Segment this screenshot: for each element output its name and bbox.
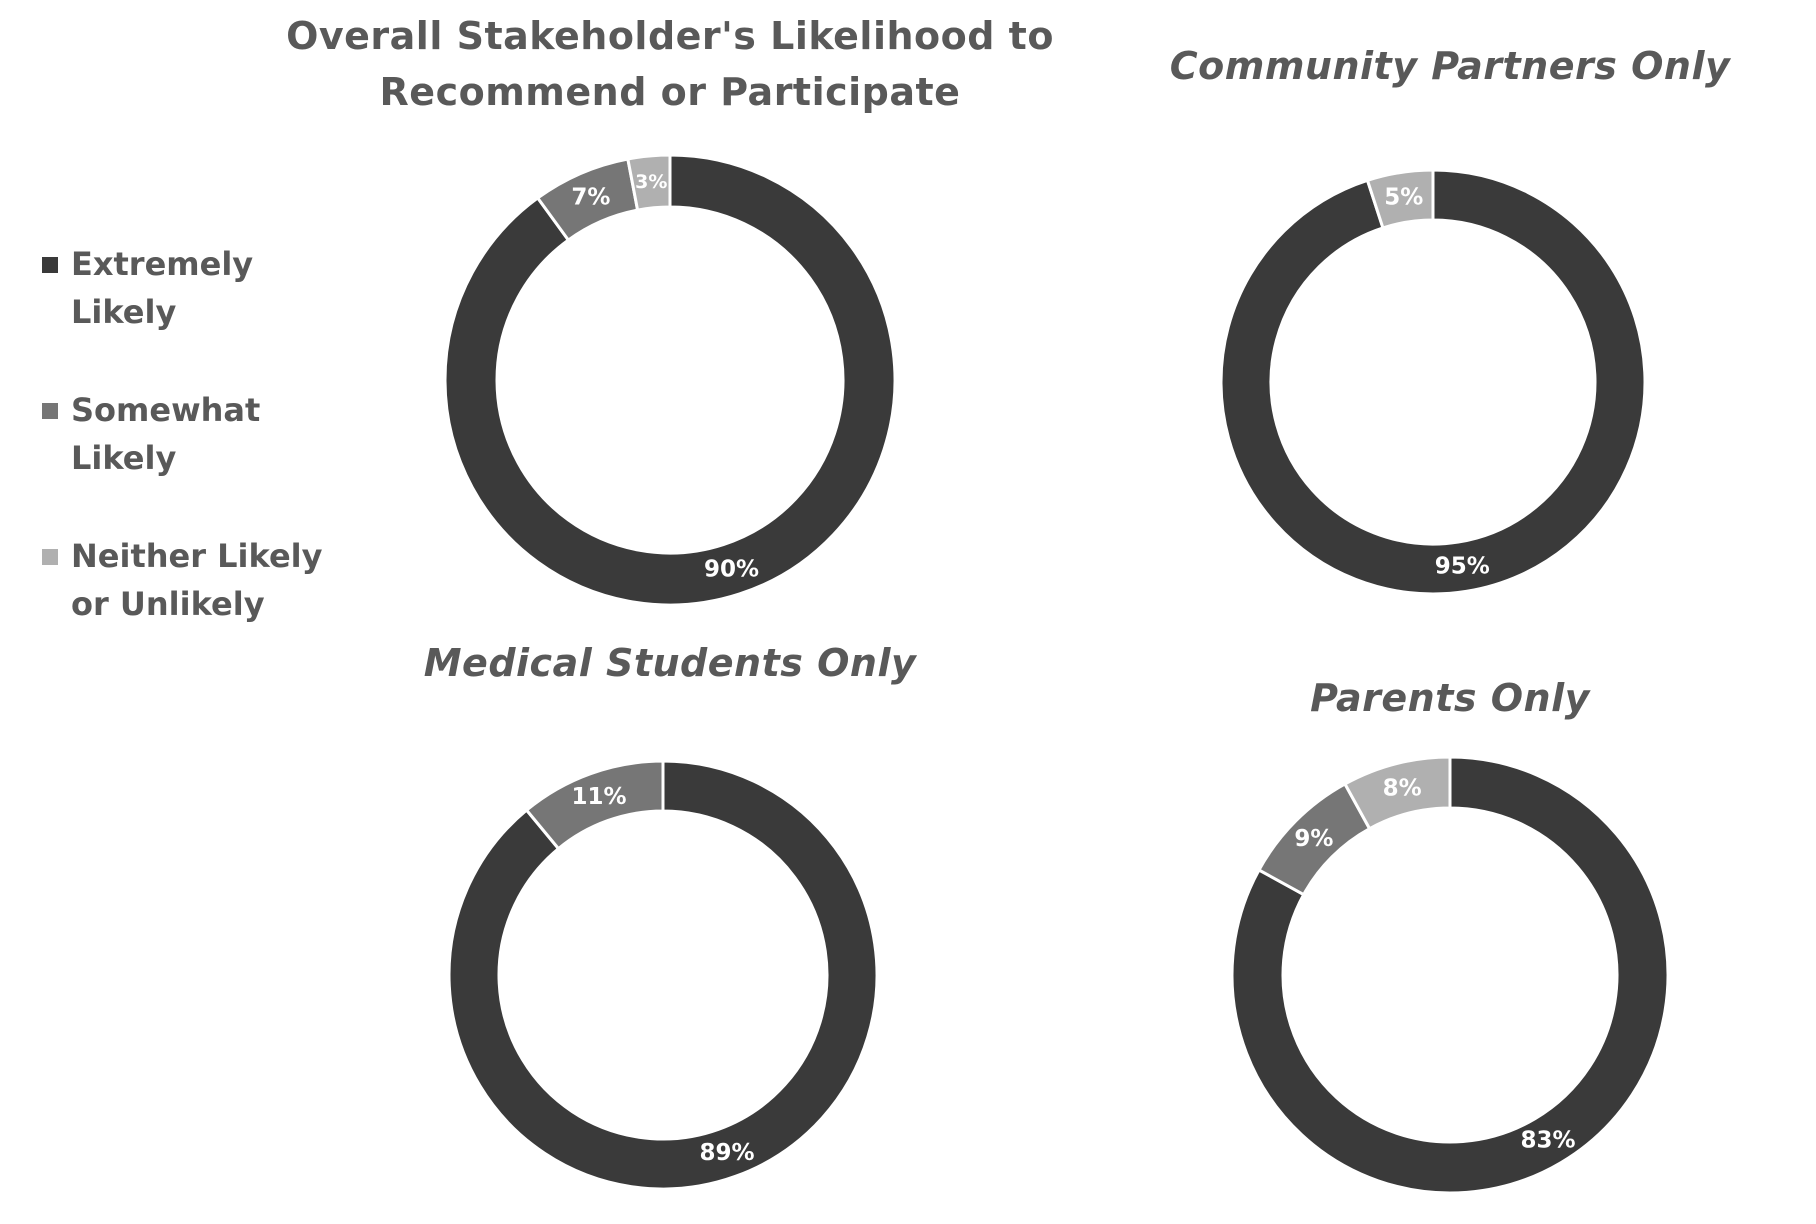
donut-slice-neither-likely-or-unlikely <box>1342 755 1452 831</box>
chart-title-community-partners: Community Partners Only <box>1169 44 1731 88</box>
data-label: 3% <box>635 171 667 193</box>
legend-swatch-neither <box>42 549 58 565</box>
donut-chart-parents: 83% 9% 8% <box>1230 755 1670 1195</box>
data-label: 89% <box>699 1140 754 1166</box>
chart-title-parents: Parents Only <box>1310 676 1590 720</box>
chart-title-medical-students: Medical Students Only <box>423 641 917 685</box>
donut-slice-extremely-likely <box>1230 755 1670 1195</box>
data-label: 8% <box>1383 776 1422 802</box>
legend-label-neither: Neither Likely or Unlikely <box>71 537 323 623</box>
data-label: 7% <box>571 184 610 210</box>
data-label: 95% <box>1435 554 1490 580</box>
legend-label-extremely-likely: Extremely Likely <box>71 245 254 331</box>
donut-slice-extremely-likely <box>443 153 897 607</box>
donut-chart-community-partners: 95% 5% <box>1219 168 1647 596</box>
data-label: 5% <box>1384 184 1423 210</box>
donut-slice-neither-likely-or-unlikely <box>626 153 672 212</box>
donut-slice-extremely-likely <box>447 759 879 1191</box>
legend-swatch-somewhat-likely <box>42 403 58 419</box>
donut-slice-somewhat-likely <box>524 759 665 851</box>
data-label: 9% <box>1294 826 1333 852</box>
data-label: 83% <box>1520 1128 1575 1154</box>
legend-label-somewhat-likely: Somewhat Likely <box>71 391 261 477</box>
donut-slice-extremely-likely <box>1219 168 1647 596</box>
donut-chart-medical-students: 89% 11% <box>447 759 879 1191</box>
data-label: 90% <box>704 556 759 582</box>
data-label: 11% <box>571 784 626 810</box>
chart-title-overall: Overall Stakeholder's Likelihood to Reco… <box>286 14 1054 114</box>
legend-swatch-extremely-likely <box>42 257 58 273</box>
donut-slice-neither-likely-or-unlikely <box>1365 168 1435 230</box>
donut-chart-overall: 90% 7% 3% <box>443 153 897 607</box>
